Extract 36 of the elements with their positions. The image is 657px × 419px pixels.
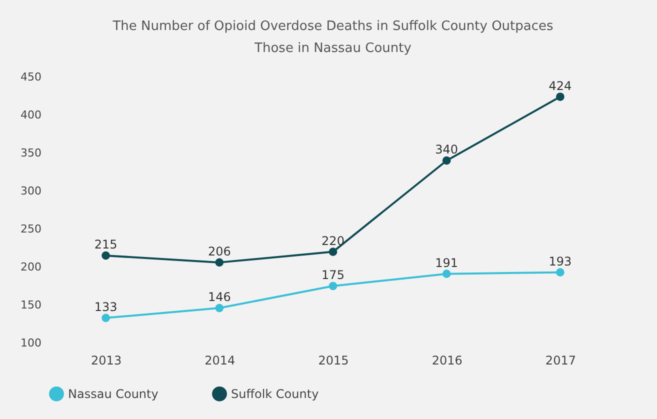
data-label: 133 (94, 300, 118, 314)
y-tick-label: 200 (20, 260, 42, 274)
point (215, 304, 224, 312)
y-tick-label: 250 (20, 222, 42, 236)
data-label: 191 (435, 256, 458, 270)
point (102, 314, 110, 322)
y-tick-label: 400 (20, 108, 42, 122)
point (556, 92, 564, 101)
data-label: 146 (208, 290, 231, 304)
y-tick-label: 350 (20, 146, 42, 160)
point (442, 270, 451, 278)
point (328, 248, 338, 256)
data-label: 340 (435, 142, 458, 157)
y-tick-label: 300 (20, 184, 42, 198)
data-label: 215 (94, 238, 118, 252)
chart-title: The Number of Opioid Overdose Deaths in Suffolk County Outpaces Those in Nassau County (112, 19, 554, 56)
y-tick-label: 100 (20, 336, 42, 350)
data-label: 175 (322, 268, 344, 282)
point (556, 268, 564, 276)
point (102, 251, 110, 260)
x-tick-label: 2016 (432, 354, 462, 368)
x-tick-label: 2017 (545, 354, 576, 368)
y-tick-label: 450 (20, 70, 42, 84)
data-label: 193 (548, 254, 572, 268)
x-tick-label: 2013 (91, 354, 122, 368)
legend-label: Suffolk County (231, 386, 319, 401)
data-label: 206 (208, 244, 231, 258)
y-tick-label: 150 (20, 298, 42, 312)
point (215, 258, 224, 267)
data-label: 424 (548, 78, 572, 93)
point (442, 156, 451, 165)
x-tick-label: 2014 (204, 354, 236, 368)
point (328, 282, 338, 290)
data-label: 220 (322, 234, 344, 248)
x-tick-label: 2015 (318, 354, 349, 368)
legend-label: Nassau County (68, 386, 158, 401)
